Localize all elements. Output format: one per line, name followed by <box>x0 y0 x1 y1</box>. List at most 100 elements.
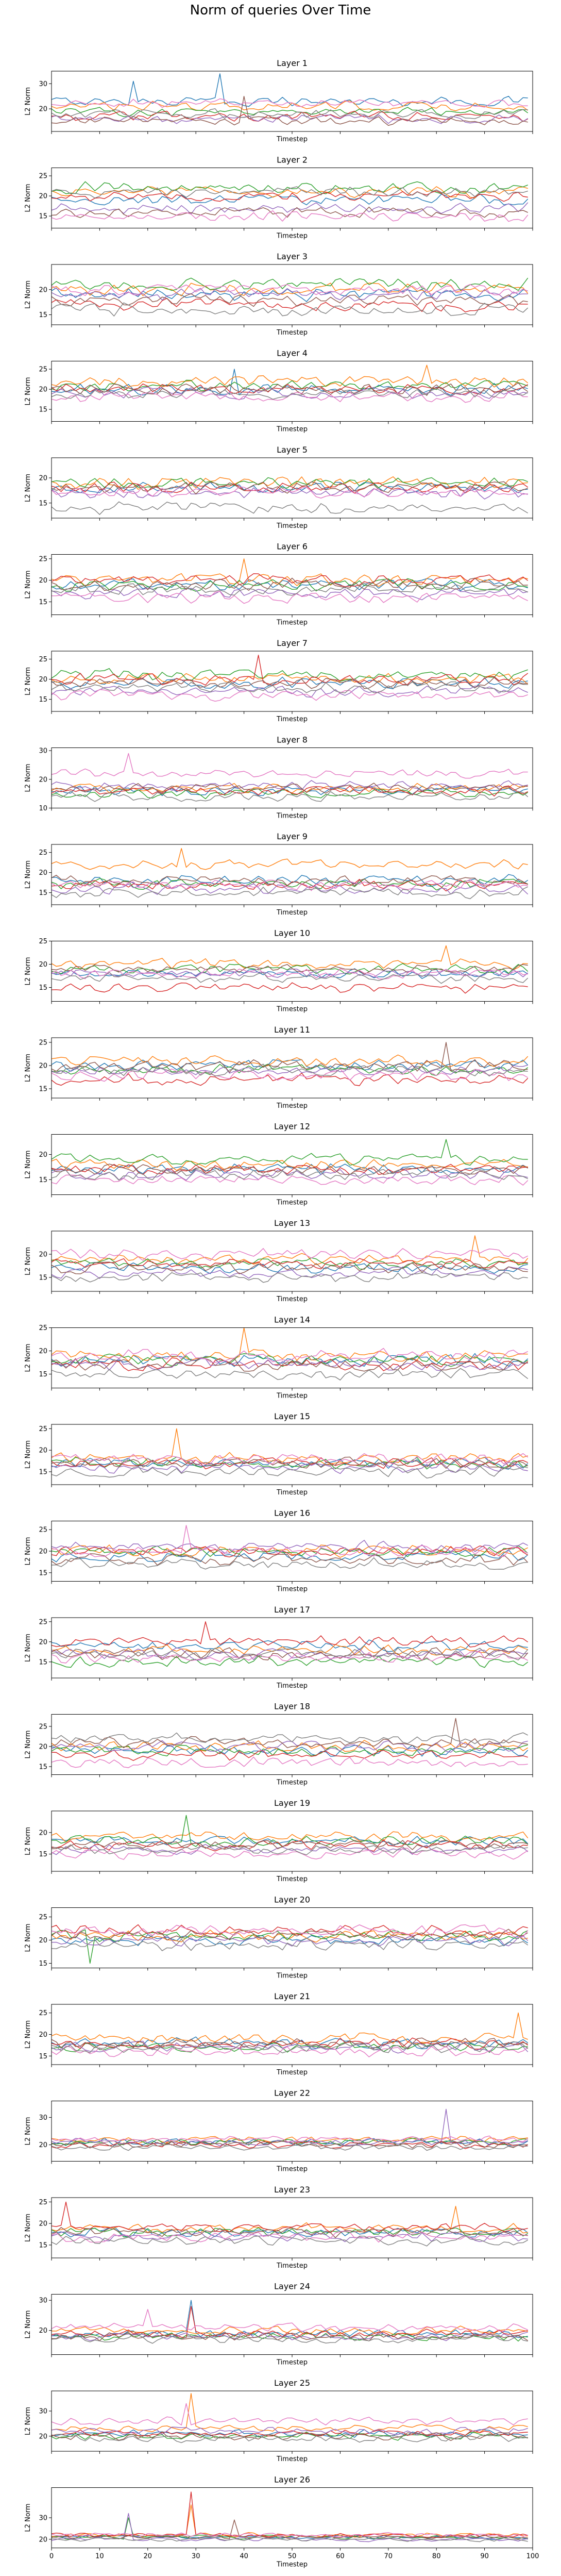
x-axis-label: Timestep <box>276 1682 308 1690</box>
y-tick-label: 25 <box>39 849 47 857</box>
x-tick-label: 70 <box>384 2553 393 2561</box>
series-group <box>52 476 529 515</box>
panel-title: Layer 4 <box>277 348 308 358</box>
y-tick-label: 25 <box>39 1618 47 1626</box>
series-group <box>52 558 529 604</box>
series-line-1 <box>52 2429 528 2438</box>
series-line-7 <box>52 1068 529 1082</box>
panel-layer-16: Layer 16 Timestep 15 20 25 L2 Norm <box>24 1508 533 1593</box>
panel-layer-1: Layer 1 Timestep 20 30 L2 Norm <box>24 58 533 143</box>
panel-layer-26: Layer 26 0 10 20 30 40 50 60 70 80 90 100 Timestep 20… <box>24 2475 539 2569</box>
series-line-4 <box>52 1164 528 1175</box>
panel-layer-15: Layer 15 Timestep 15 20 25 L2 Norm <box>24 1411 533 1497</box>
series-group <box>52 2108 529 2151</box>
series-line-1 <box>52 73 528 107</box>
series-line-8 <box>52 1844 528 1855</box>
x-axis-label: Timestep <box>276 1392 308 1400</box>
panel-title: Layer 22 <box>274 2088 310 2098</box>
series-line-6 <box>52 1929 529 1941</box>
series-line-4 <box>52 1072 529 1086</box>
x-axis-label: Timestep <box>276 619 308 627</box>
series-line-1 <box>52 2036 529 2050</box>
series-group <box>52 1428 529 1478</box>
axes-frame <box>51 71 533 132</box>
series-line-5 <box>52 486 528 500</box>
y-tick-label: 25 <box>39 1039 47 1047</box>
series-line-3 <box>52 578 528 592</box>
series-line-7 <box>52 2045 529 2057</box>
panel-title: Layer 24 <box>274 2282 310 2291</box>
panel-title: Layer 8 <box>277 735 308 745</box>
series-line-8 <box>52 886 529 900</box>
series-line-3 <box>52 1655 529 1668</box>
y-tick-label: 15 <box>39 500 47 507</box>
panel-layer-2: Layer 2 Timestep 15 20 25 L2 Norm <box>24 155 533 240</box>
y-tick-label: 30 <box>39 2114 47 2122</box>
series-group <box>52 277 529 317</box>
y-axis-label: L2 Norm <box>24 474 32 502</box>
series-line-3 <box>52 788 529 800</box>
y-axis-label: L2 Norm <box>24 1634 32 1662</box>
panel-layer-11: Layer 11 Timestep 15 20 25 L2 Norm <box>24 1025 533 1110</box>
y-tick-label: 25 <box>39 1914 47 1921</box>
x-axis-label: Timestep <box>276 716 308 723</box>
x-axis-label: Timestep <box>276 1489 308 1497</box>
series-line-4 <box>52 1621 529 1648</box>
series-line-7 <box>52 968 528 979</box>
series-group <box>52 945 529 994</box>
series-group <box>52 1235 529 1283</box>
series-line-8 <box>52 1466 528 1478</box>
y-tick-label: 15 <box>39 696 47 704</box>
panel-layer-8: Layer 8 Timestep 10 20 30 L2 Norm <box>24 735 533 820</box>
y-axis-label: L2 Norm <box>24 1440 32 1469</box>
y-tick-label: 20 <box>39 869 47 877</box>
y-tick-label: 15 <box>39 889 47 897</box>
series-line-2 <box>52 1054 529 1068</box>
series-line-4 <box>52 1258 528 1270</box>
x-axis-label: Timestep <box>276 1199 308 1207</box>
x-axis-label: Timestep <box>276 329 308 337</box>
series-line-4 <box>52 573 529 587</box>
series-line-5 <box>52 114 529 124</box>
x-axis-label: Timestep <box>276 2455 308 2463</box>
series-line-5 <box>52 1740 528 1753</box>
series-line-1 <box>52 874 529 887</box>
series-line-7 <box>52 2532 528 2538</box>
series-line-5 <box>52 2230 528 2242</box>
series-line-7 <box>52 753 528 779</box>
panel-title: Layer 7 <box>277 638 308 648</box>
series-group <box>52 2393 529 2443</box>
y-tick-label: 20 <box>39 1348 47 1355</box>
series-line-8 <box>52 2143 528 2151</box>
series-line-2 <box>52 476 528 490</box>
series-line-6 <box>52 783 528 794</box>
series-line-7 <box>52 98 528 108</box>
y-tick-label: 20 <box>39 193 47 201</box>
x-axis-label: Timestep <box>276 909 308 917</box>
series-line-4 <box>52 481 529 494</box>
panel-layer-5: Layer 5 Timestep 15 20 L2 Norm <box>24 445 533 530</box>
series-line-7 <box>52 2231 528 2243</box>
series-line-4 <box>52 190 528 203</box>
y-tick-label: 20 <box>39 1062 47 1070</box>
axes-frame <box>51 2294 533 2355</box>
series-line-3 <box>52 107 529 117</box>
series-line-3 <box>52 668 528 682</box>
x-tick-label: 0 <box>49 2553 54 2561</box>
series-line-6 <box>52 2519 528 2540</box>
y-tick-label: 20 <box>39 1638 47 1646</box>
series-line-7 <box>52 2403 528 2425</box>
panel-title: Layer 21 <box>274 1991 310 2001</box>
y-axis-label: L2 Norm <box>24 2503 32 2532</box>
series-line-4 <box>52 2491 528 2538</box>
y-axis-label: L2 Norm <box>24 957 32 985</box>
series-line-1 <box>52 1639 528 1652</box>
series-line-8 <box>52 1368 529 1381</box>
series-line-7 <box>52 1453 529 1465</box>
axes-frame <box>51 941 533 1002</box>
y-tick-label: 15 <box>39 1763 47 1771</box>
series-line-2 <box>52 945 528 970</box>
axes-frame <box>51 1037 533 1099</box>
series-line-3 <box>52 878 528 891</box>
x-axis-label: Timestep <box>276 1006 308 1013</box>
